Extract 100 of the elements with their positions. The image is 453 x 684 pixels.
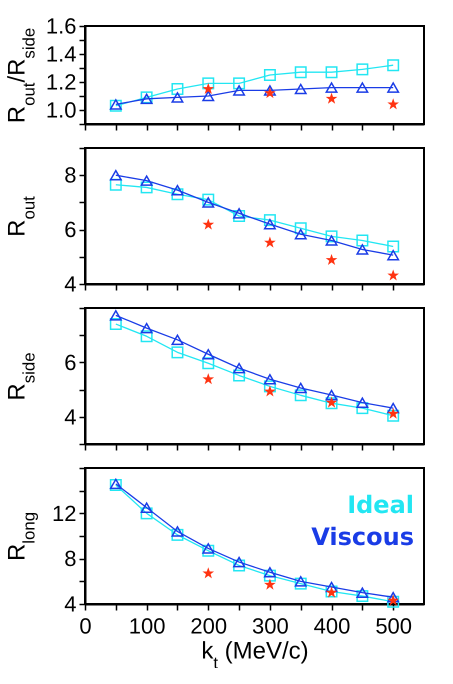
text: Ideal: [347, 491, 414, 519]
point: [171, 526, 184, 537]
point: [387, 82, 400, 93]
point: [171, 92, 184, 103]
point: [326, 230, 338, 242]
point: [387, 402, 400, 414]
point: [326, 254, 338, 266]
point: [326, 235, 338, 246]
point: [326, 82, 338, 93]
y-tick-label: 8: [64, 546, 76, 572]
point: [202, 373, 214, 384]
point: [264, 85, 276, 96]
point: [140, 181, 153, 194]
x-tick-label: 400: [314, 614, 350, 638]
point: [202, 218, 214, 230]
point: [140, 507, 153, 520]
point: [294, 389, 307, 402]
point: [171, 346, 184, 358]
point: [356, 402, 368, 414]
x-tick-label: 200: [190, 614, 228, 638]
point: [233, 210, 246, 222]
point: [294, 222, 307, 234]
point: [264, 236, 276, 248]
x-tick-label: 300: [252, 614, 289, 638]
x-tick-label: 500: [375, 614, 412, 638]
point: [202, 567, 214, 578]
y-tick-label: 1.0: [46, 98, 76, 122]
point: [387, 240, 400, 252]
y-tick-label: 12: [52, 500, 76, 526]
point: [202, 348, 214, 360]
point: [264, 374, 276, 385]
point: [110, 178, 122, 191]
point: [294, 578, 307, 590]
y-tick-label: 4: [64, 592, 76, 616]
point: [202, 544, 214, 557]
y-tick-label: 6: [64, 350, 76, 375]
point: [387, 250, 400, 260]
point: [264, 385, 276, 396]
point: [233, 208, 246, 219]
y-tick-label: 8: [64, 162, 76, 188]
point: [264, 566, 276, 578]
point: [294, 84, 307, 94]
point: [171, 528, 184, 541]
point: [264, 87, 276, 98]
point: [294, 382, 307, 394]
point: [294, 228, 307, 240]
y-tick-label: 1.4: [46, 42, 76, 66]
point: [264, 214, 276, 226]
point: [202, 77, 214, 90]
point: [233, 559, 246, 572]
point: [356, 587, 368, 598]
point: [356, 82, 368, 93]
point: [202, 543, 214, 554]
point: [171, 334, 184, 346]
point: [140, 330, 153, 342]
point: [140, 94, 153, 104]
y-tick-label: 6: [64, 217, 76, 242]
point: [202, 357, 214, 370]
point: [356, 397, 368, 408]
point: [387, 59, 400, 72]
point: [387, 408, 399, 419]
point: [326, 582, 338, 592]
y-tick-label: 4: [64, 272, 76, 296]
point: [326, 66, 338, 78]
point: [387, 269, 399, 281]
point: [356, 63, 368, 76]
point: [264, 380, 276, 392]
point: [233, 362, 246, 374]
point: [140, 175, 153, 186]
point: [233, 85, 246, 96]
point: [264, 570, 276, 582]
point: [326, 92, 338, 104]
point: [233, 77, 246, 90]
point: [294, 66, 307, 78]
point: [171, 184, 184, 196]
point: [264, 578, 276, 590]
point: [171, 83, 184, 95]
x-tick-label: 100: [128, 614, 166, 638]
point: [356, 244, 368, 255]
point: [387, 410, 400, 422]
point: [356, 234, 368, 246]
y-tick-label: 4: [64, 404, 76, 430]
point: [110, 318, 122, 330]
point: [171, 188, 184, 200]
point: [140, 322, 153, 334]
point: [264, 69, 276, 81]
point: [110, 310, 122, 321]
x-tick-label: 0: [79, 614, 92, 638]
y-tick-label: 1.6: [46, 14, 76, 38]
point: [202, 197, 214, 208]
point: [326, 390, 338, 400]
point: [202, 82, 214, 94]
point: [202, 90, 214, 102]
point: [233, 369, 246, 382]
y-tick-label: 1.2: [46, 70, 76, 94]
point: [202, 194, 214, 206]
point: [110, 170, 122, 180]
point: [356, 590, 368, 602]
point: [387, 592, 400, 602]
point: [294, 576, 307, 587]
